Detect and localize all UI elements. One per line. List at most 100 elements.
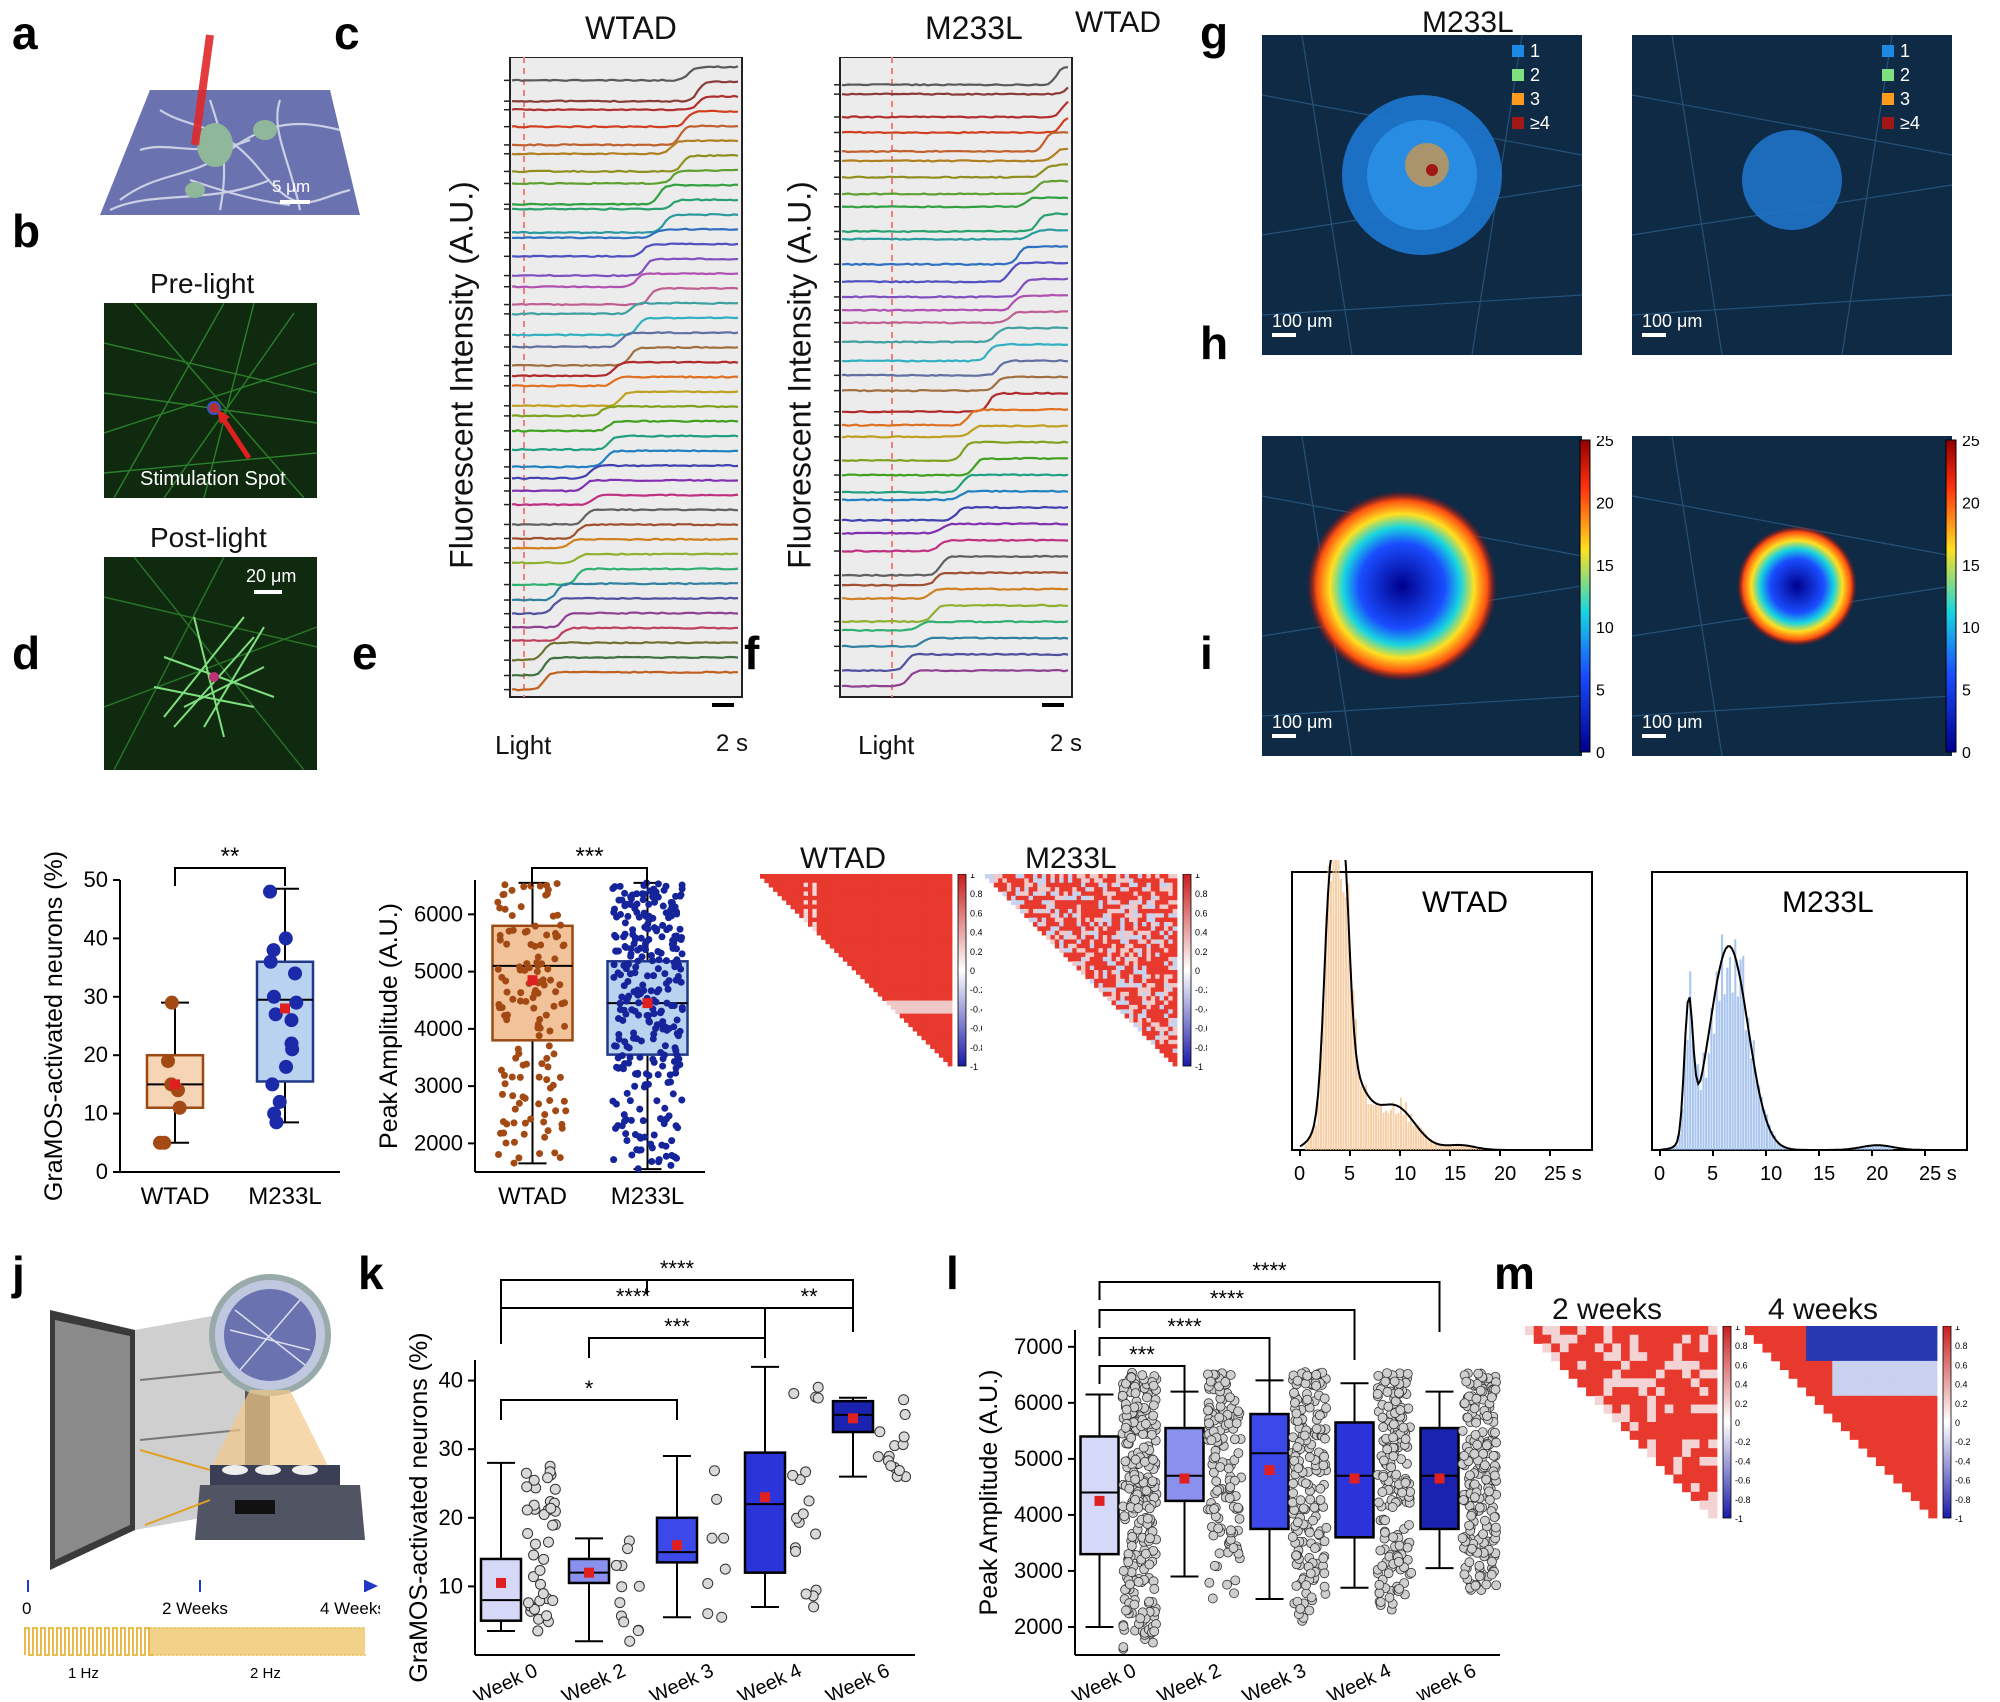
- corr-cell: [869, 917, 874, 923]
- corr-cell: [1690, 1404, 1700, 1414]
- corr-cell: [886, 991, 892, 997]
- corr-cell: [1050, 900, 1056, 905]
- corr-cell: [912, 987, 918, 993]
- corr-cell: [1146, 874, 1152, 879]
- corr-cell: [912, 948, 918, 953]
- data-point: [616, 1581, 628, 1593]
- data-point: [614, 1122, 622, 1130]
- corr-cell: [847, 952, 853, 958]
- corr-cell: [930, 1022, 935, 1028]
- corr-cell: [1063, 913, 1069, 919]
- corr-cell: [934, 970, 940, 975]
- corr-cell: [1115, 882, 1121, 888]
- data-point: [640, 1083, 648, 1091]
- data-point: [1474, 1560, 1485, 1571]
- corr-cell: [1089, 908, 1095, 914]
- corr-cell: [1111, 900, 1117, 905]
- hist-bar: [1392, 1102, 1395, 1150]
- corr-cell: [899, 922, 905, 927]
- corr-cell: [1067, 891, 1073, 897]
- corr-cell: [925, 943, 931, 949]
- data-point: [621, 919, 629, 927]
- corr-cell: [1137, 1004, 1143, 1010]
- corr-cell: [947, 991, 953, 997]
- hist-bar: [1380, 1104, 1382, 1150]
- corr-cell: [886, 926, 892, 932]
- corr-cell: [1902, 1395, 1912, 1405]
- corr-cell: [851, 908, 857, 914]
- corr-cell: [1150, 1022, 1156, 1028]
- corr-cell: [1762, 1343, 1772, 1353]
- corr-cell: [1076, 891, 1082, 897]
- data-point: [1144, 1559, 1155, 1570]
- corr-cell: [1111, 917, 1117, 923]
- corr-colorbar-tick: 0: [1195, 966, 1200, 976]
- corr-cell: [1107, 935, 1112, 940]
- corr-cell: [934, 1035, 940, 1041]
- corr-cell: [1172, 956, 1178, 962]
- corr-cell: [1120, 978, 1126, 984]
- corr-cell: [1163, 1013, 1169, 1019]
- data-point: [557, 921, 565, 929]
- corr-cell: [899, 874, 905, 879]
- data-point: [650, 885, 658, 893]
- corr-colorbar-tick: 0.8: [1735, 1341, 1748, 1351]
- data-point: [655, 956, 663, 964]
- corr-cell: [877, 948, 883, 953]
- corr-cell: [895, 922, 901, 927]
- corr-cell: [1089, 965, 1095, 971]
- data-point: [510, 1119, 518, 1127]
- corr-cell: [1133, 913, 1139, 919]
- corr-cell: [943, 1031, 949, 1036]
- corr-cell: [1146, 1026, 1152, 1032]
- mean-marker: [672, 1540, 682, 1551]
- corr-cell: [934, 952, 940, 958]
- corr-cell: [993, 882, 999, 888]
- corr-cell: [917, 987, 922, 993]
- corr-cell: [1094, 943, 1099, 949]
- corr-cell: [799, 891, 805, 897]
- corr-cell: [1102, 913, 1108, 919]
- corr-cell: [930, 1018, 935, 1023]
- corr-cell: [930, 1044, 935, 1049]
- corr-cell: [847, 904, 853, 910]
- corr-cell: [816, 908, 822, 914]
- corr-cell: [925, 874, 931, 879]
- corr-cell: [921, 987, 927, 993]
- data-point: [1230, 1575, 1241, 1586]
- data-point: [1130, 1474, 1141, 1485]
- corr-cell: [1823, 1378, 1833, 1388]
- corr-cell: [1102, 935, 1108, 940]
- hist-bar: [1694, 1063, 1697, 1150]
- data-point: [1321, 1522, 1332, 1533]
- corr-cell: [1120, 943, 1126, 949]
- corr-cell: [869, 970, 874, 975]
- corr-cell: [1841, 1360, 1851, 1371]
- corr-cell: [930, 956, 935, 962]
- corr-cell: [856, 917, 861, 923]
- corr-cell: [1089, 922, 1095, 927]
- corr-cell: [1146, 948, 1152, 953]
- corr-cell: [882, 965, 887, 971]
- data-point: [670, 1002, 678, 1010]
- corr-cell: [834, 922, 839, 927]
- corr-cell: [921, 956, 927, 962]
- x-tick-label: 20: [1866, 1163, 1888, 1185]
- corr-cell: [947, 1044, 953, 1049]
- corr-cell: [864, 970, 870, 975]
- corr-cell: [1142, 952, 1147, 958]
- corr-cell: [925, 983, 931, 988]
- sig-bracket: [500, 1279, 854, 1310]
- corr-cell: [882, 948, 887, 953]
- corr-cell: [1690, 1343, 1700, 1353]
- corr-cell: [1163, 996, 1169, 1001]
- corr-cell: [917, 965, 922, 971]
- corr-cell: [1107, 917, 1112, 923]
- corr-cell: [1146, 917, 1152, 923]
- corr-cell: [786, 882, 791, 888]
- corr-cell: [1011, 887, 1016, 892]
- corr-cell: [838, 900, 844, 905]
- corr-cell: [1902, 1404, 1912, 1414]
- data-point: [659, 1062, 667, 1070]
- corr-colorbar: [1182, 874, 1192, 1067]
